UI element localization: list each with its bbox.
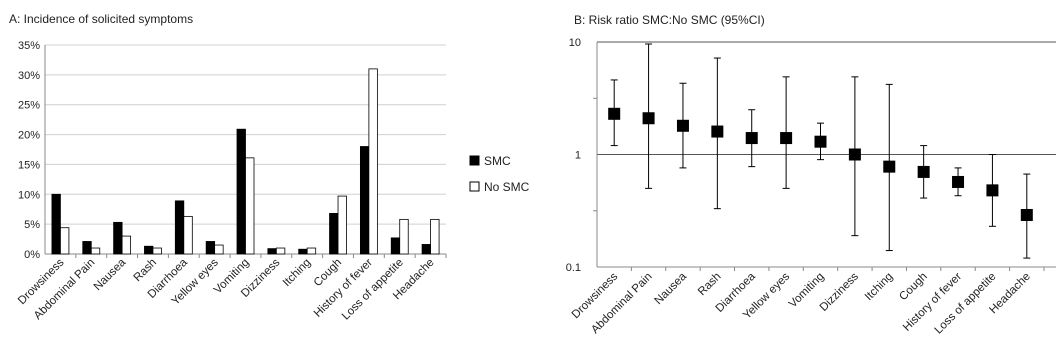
bar-no-smc-cough xyxy=(337,195,347,255)
bar-smc-abdominal-pain xyxy=(82,241,92,255)
legend-swatch-no-smc xyxy=(469,181,480,192)
bar-smc-loss-of-appetite xyxy=(390,237,401,255)
point-vomiting xyxy=(814,135,827,148)
x-category-label: Rash xyxy=(696,271,723,298)
bar-smc-history-of-fever xyxy=(359,146,370,255)
bar-no-smc-drowsiness xyxy=(60,227,70,255)
point-diarrhoea xyxy=(745,132,758,145)
chart-a-title: A: Incidence of solicited symptoms xyxy=(9,12,193,26)
bar-no-smc-abdominal-pain xyxy=(90,247,101,255)
y-tick-label: 10% xyxy=(18,189,40,201)
point-cough xyxy=(917,165,930,178)
y-tick-label: 25% xyxy=(18,100,40,112)
y-tick-label: 15% xyxy=(18,159,40,171)
x-category-label: Nausea xyxy=(92,256,129,293)
bar-no-smc-history-of-fever xyxy=(368,68,378,255)
point-dizziness xyxy=(848,148,861,161)
bar-no-smc-diarrhoea xyxy=(183,215,193,255)
point-drowsiness xyxy=(608,107,621,120)
y-tick-label: 10 xyxy=(569,37,581,49)
point-yellow-eyes xyxy=(780,132,793,145)
bar-smc-yellow-eyes xyxy=(205,241,216,255)
bar-no-smc-nausea xyxy=(121,235,132,255)
bar-smc-headache xyxy=(421,244,431,255)
y-tick-label: 20% xyxy=(18,130,40,142)
x-category-label: Itching xyxy=(863,271,895,303)
point-nausea xyxy=(676,119,689,132)
x-category-label: Loss of appetite xyxy=(933,271,999,337)
bar-no-smc-yellow-eyes xyxy=(214,244,224,255)
point-rash xyxy=(711,125,724,138)
point-headache xyxy=(1020,208,1033,221)
chart-a: 0%5%10%15%20%25%30%35%DrowsinessAbdomina… xyxy=(16,40,447,323)
legend-label-smc: SMC xyxy=(484,154,511,168)
point-itching xyxy=(883,160,896,173)
y-tick-label: 35% xyxy=(18,40,40,52)
legend-swatch-smc xyxy=(469,155,480,166)
bar-no-smc-headache xyxy=(430,218,440,255)
bar-no-smc-vomiting xyxy=(245,157,255,255)
bar-smc-cough xyxy=(329,212,339,255)
bar-no-smc-dizziness xyxy=(275,247,286,255)
point-history-of-fever xyxy=(952,175,965,188)
chart-a-legend: SMC No SMC xyxy=(469,154,530,194)
y-tick-label: 0.1 xyxy=(566,262,581,274)
bar-smc-dizziness xyxy=(267,248,277,255)
bar-smc-diarrhoea xyxy=(174,200,185,255)
bar-smc-rash xyxy=(144,245,154,255)
point-abdominal-pain xyxy=(642,112,655,125)
bar-smc-vomiting xyxy=(236,128,246,255)
x-category-label: Cough xyxy=(897,271,929,303)
legend-label-no-smc: No SMC xyxy=(484,180,530,194)
bar-no-smc-loss-of-appetite xyxy=(399,218,409,255)
y-tick-label: 5% xyxy=(24,219,40,231)
bar-smc-itching xyxy=(298,248,308,255)
x-category-label: Abdominal Pain xyxy=(589,271,654,336)
bar-no-smc-itching xyxy=(306,247,317,255)
y-tick-label: 1 xyxy=(575,150,581,162)
y-tick-label: 30% xyxy=(18,70,40,82)
point-loss-of-appetite xyxy=(986,184,999,197)
y-tick-label: 0% xyxy=(24,249,40,261)
x-category-label: Nausea xyxy=(653,270,690,307)
bar-smc-nausea xyxy=(113,221,123,255)
bar-smc-drowsiness xyxy=(51,193,61,255)
x-category-label: History of fever xyxy=(901,271,964,334)
chart-b-title: B: Risk ratio SMC:No SMC (95%CI) xyxy=(574,13,765,27)
x-category-label: Rash xyxy=(132,257,159,284)
bar-no-smc-rash xyxy=(152,247,162,255)
x-category-label: Itching xyxy=(281,257,313,289)
